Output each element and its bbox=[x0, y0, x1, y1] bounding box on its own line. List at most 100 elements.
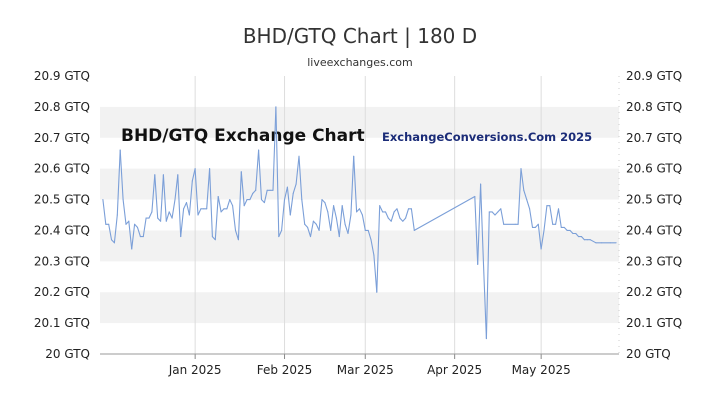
series-line-group bbox=[102, 106, 617, 340]
series-segment bbox=[136, 226, 141, 238]
series-segment bbox=[154, 174, 159, 219]
series-segment bbox=[191, 168, 196, 182]
grid-band bbox=[100, 292, 619, 324]
series-segment bbox=[338, 205, 343, 238]
series-segment bbox=[272, 106, 277, 191]
series-segment bbox=[523, 189, 528, 201]
series-segment bbox=[217, 195, 222, 213]
x-tick-label: Jan 2025 bbox=[168, 363, 222, 377]
series-segment bbox=[220, 208, 225, 213]
y-tick-label-right: 20.8 GTQ bbox=[626, 100, 682, 114]
series-segment bbox=[410, 208, 415, 231]
series-segment bbox=[537, 223, 542, 250]
series-segment bbox=[370, 239, 375, 256]
y-axis-right-labels: 20 GTQ 20.1 GTQ 20.2 GTQ 20.3 GTQ 20.4 GTQ 20… bbox=[626, 69, 682, 361]
series-segment bbox=[243, 199, 248, 207]
series-segment bbox=[249, 192, 254, 201]
series-segment bbox=[214, 195, 219, 241]
watermark-right: ExchangeConversions.Com 2025 bbox=[382, 130, 592, 144]
series-segment bbox=[286, 186, 291, 216]
series-segment bbox=[148, 211, 153, 219]
series-segment bbox=[589, 239, 597, 244]
series-segment bbox=[168, 211, 173, 219]
series-segment bbox=[494, 211, 499, 216]
series-segment bbox=[384, 211, 389, 219]
vertical-gridlines bbox=[194, 76, 542, 359]
series-segment bbox=[557, 208, 562, 228]
series-segment bbox=[108, 223, 113, 241]
series-segment bbox=[298, 155, 303, 201]
series-segment bbox=[373, 254, 378, 293]
series-segment bbox=[229, 199, 234, 207]
series-segment bbox=[315, 223, 320, 231]
series-segment bbox=[292, 183, 297, 194]
series-segment bbox=[177, 174, 182, 238]
series-segment bbox=[549, 205, 554, 225]
y-tick-label-right: 20.7 GTQ bbox=[626, 131, 682, 145]
grid-band bbox=[100, 168, 619, 200]
series-segment bbox=[165, 211, 170, 222]
series-segment bbox=[555, 208, 560, 225]
series-segment bbox=[341, 205, 346, 225]
y-tick-label-right: 20.3 GTQ bbox=[626, 254, 682, 268]
series-segment bbox=[485, 211, 490, 340]
x-tick-label: May 2025 bbox=[512, 363, 571, 377]
series-segment bbox=[128, 220, 133, 250]
series-segment bbox=[480, 183, 485, 265]
y-tick-label-left: 20 GTQ bbox=[45, 347, 90, 361]
series-segment bbox=[500, 208, 505, 225]
series-segment bbox=[327, 211, 332, 231]
series-segment bbox=[396, 208, 401, 219]
series-segment bbox=[405, 208, 410, 219]
axes bbox=[100, 76, 620, 355]
y-tick-label-left: 20.4 GTQ bbox=[34, 223, 90, 237]
y-tick-label-left: 20.7 GTQ bbox=[34, 131, 90, 145]
series-segment bbox=[526, 199, 531, 210]
series-segment bbox=[237, 171, 242, 241]
series-segment bbox=[344, 223, 349, 235]
series-segment bbox=[529, 208, 534, 228]
grid-band bbox=[100, 230, 619, 262]
series-segment bbox=[318, 199, 323, 231]
series-segment bbox=[477, 183, 482, 265]
series-segment bbox=[185, 202, 190, 216]
series-segment bbox=[283, 186, 288, 201]
y-tick-label-right: 20.9 GTQ bbox=[626, 69, 682, 83]
series-segment bbox=[335, 217, 340, 238]
y-tick-label-left: 20.1 GTQ bbox=[34, 316, 90, 330]
grid-bands bbox=[100, 106, 619, 324]
series-segment bbox=[131, 223, 136, 250]
series-segment bbox=[517, 168, 522, 225]
series-segment bbox=[209, 168, 213, 238]
series-segment bbox=[304, 223, 309, 228]
series-segment bbox=[333, 205, 337, 219]
series-segment bbox=[162, 174, 167, 222]
y-tick-label-left: 20.6 GTQ bbox=[34, 162, 90, 176]
y-tick-label-right: 20.5 GTQ bbox=[626, 193, 682, 207]
series-segment bbox=[174, 174, 179, 201]
y-tick-label-left: 20.8 GTQ bbox=[34, 100, 90, 114]
series-segment bbox=[356, 208, 361, 213]
x-tick-label: Apr 2025 bbox=[427, 363, 482, 377]
series-segment bbox=[491, 211, 496, 216]
x-tick-label: Mar 2025 bbox=[337, 363, 394, 377]
chart-subtitle: liveexchanges.com bbox=[307, 56, 413, 69]
x-tick-label: Feb 2025 bbox=[257, 363, 313, 377]
series-segment bbox=[116, 149, 121, 216]
watermark-left: BHD/GTQ Exchange Chart bbox=[121, 126, 365, 146]
series-segment bbox=[180, 208, 185, 238]
x-axis-labels: Jan 2025 Feb 2025 Mar 2025 Apr 2025 May 2025 bbox=[168, 363, 571, 377]
series-segment bbox=[347, 214, 352, 235]
y-tick-label-left: 20.9 GTQ bbox=[34, 69, 90, 83]
series-segment bbox=[399, 217, 404, 222]
series-segment bbox=[520, 168, 525, 191]
series-segment bbox=[171, 199, 176, 219]
series-segment bbox=[350, 155, 355, 216]
series-segment bbox=[301, 199, 306, 225]
series-segment bbox=[353, 155, 358, 213]
series-segment bbox=[543, 205, 548, 231]
series-segment bbox=[194, 168, 199, 216]
series-segment bbox=[142, 217, 147, 238]
y-tick-label-left: 20.2 GTQ bbox=[34, 285, 90, 299]
